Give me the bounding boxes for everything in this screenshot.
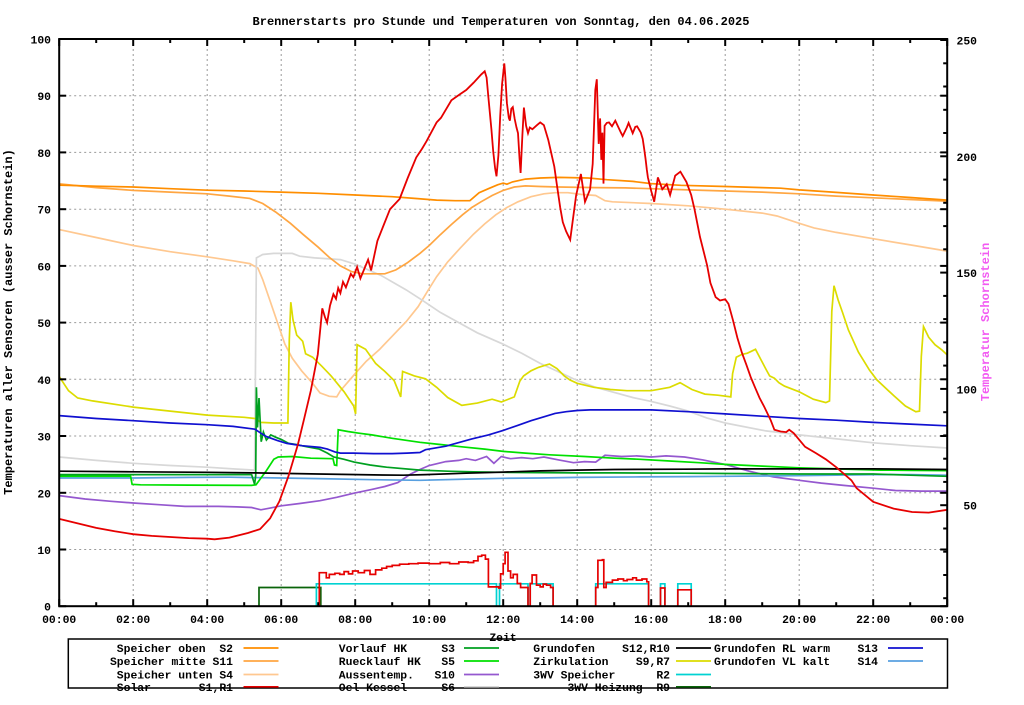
svg-text:200: 200 (956, 153, 977, 165)
svg-text:04:00: 04:00 (190, 615, 224, 627)
svg-text:22:00: 22:00 (856, 615, 890, 627)
svg-text:Grundofen VL kalt S14: Grundofen VL kalt S14 (714, 657, 878, 669)
svg-text:18:00: 18:00 (708, 615, 742, 627)
svg-text:30: 30 (37, 433, 51, 445)
svg-text:Temperaturen aller Sensoren (a: Temperaturen aller Sensoren (ausser Scho… (2, 149, 16, 495)
svg-text:08:00: 08:00 (338, 615, 372, 627)
svg-text:80: 80 (37, 149, 51, 161)
svg-text:Grundofen S12,R10: Grundofen S12,R10 (533, 644, 670, 656)
svg-text:16:00: 16:00 (634, 615, 668, 627)
svg-text:Grundofen RL warm S13: Grundofen RL warm S13 (714, 644, 878, 656)
svg-text:Zirkulation S9,R7: Zirkulation S9,R7 (533, 657, 670, 669)
svg-text:10: 10 (37, 546, 51, 558)
svg-text:60: 60 (37, 262, 51, 274)
svg-text:20:00: 20:00 (782, 615, 816, 627)
svg-text:Speicher mitte S11: Speicher mitte S11 (110, 657, 233, 669)
svg-text:14:00: 14:00 (560, 615, 594, 627)
svg-text:Solar S1,R1: Solar S1,R1 (117, 683, 233, 695)
svg-text:70: 70 (37, 206, 51, 218)
svg-text:150: 150 (956, 269, 977, 281)
svg-text:100: 100 (956, 385, 977, 397)
svg-text:Temperatur Schornstein: Temperatur Schornstein (979, 243, 993, 401)
svg-text:0: 0 (44, 603, 51, 615)
svg-text:00:00: 00:00 (930, 615, 964, 627)
svg-text:100: 100 (30, 36, 51, 48)
svg-text:Speicher oben S2: Speicher oben S2 (117, 644, 233, 656)
svg-text:3WV Speicher R2: 3WV Speicher R2 (533, 671, 670, 683)
svg-text:Aussentemp. S10: Aussentemp. S10 (339, 671, 455, 683)
svg-text:Oel Kessel S6: Oel Kessel S6 (339, 683, 455, 695)
svg-text:50: 50 (963, 502, 977, 514)
svg-text:10:00: 10:00 (412, 615, 446, 627)
svg-text:12:00: 12:00 (486, 615, 520, 627)
svg-text:90: 90 (37, 92, 51, 104)
svg-text:Brennerstarts pro Stunde und T: Brennerstarts pro Stunde und Temperature… (253, 15, 750, 29)
svg-text:00:00: 00:00 (42, 615, 76, 627)
svg-text:50: 50 (37, 319, 51, 331)
svg-text:Vorlauf HK S3: Vorlauf HK S3 (339, 644, 455, 656)
svg-text:Ruecklauf HK S5: Ruecklauf HK S5 (339, 657, 455, 669)
svg-text:3WV Heizung R9: 3WV Heizung R9 (567, 683, 670, 695)
svg-text:Speicher unten S4: Speicher unten S4 (117, 671, 233, 683)
svg-text:02:00: 02:00 (116, 615, 150, 627)
svg-text:06:00: 06:00 (264, 615, 298, 627)
svg-text:20: 20 (37, 489, 51, 501)
svg-text:40: 40 (37, 376, 51, 388)
svg-text:250: 250 (956, 37, 977, 49)
